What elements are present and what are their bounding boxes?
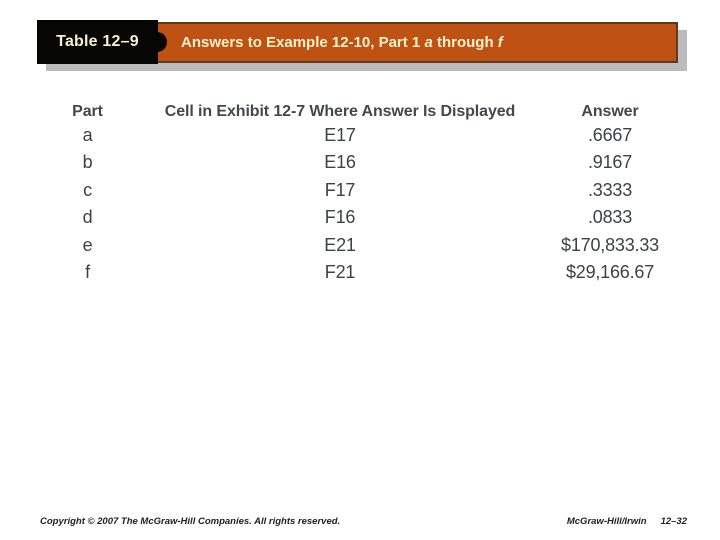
row-e-answer: $170,833.33 <box>561 234 659 255</box>
row-a-part: a <box>82 124 93 145</box>
row-f-cell: F21 <box>324 262 356 283</box>
slide-title-italic-f: f <box>497 34 503 51</box>
table-number-label: Table 12–9 <box>56 33 139 50</box>
slide-title: Answers to Example 12-10, Part 1 a throu… <box>181 22 503 63</box>
row-d-part: d <box>82 207 93 228</box>
row-f-part: f <box>85 262 90 283</box>
row-a-cell: E17 <box>324 124 356 145</box>
column-header-part: Part <box>72 103 103 120</box>
footer-brand-and-page: McGraw-Hill/Irwin 12–32 <box>567 516 687 527</box>
table-number-tag: Table 12–9 <box>37 20 167 64</box>
slide-title-italic-a: a <box>424 34 433 51</box>
answers-table: Part Cell in Exhibit 12-7 Where Answer I… <box>40 94 675 287</box>
column-header-cell: Cell in Exhibit 12-7 Where Answer Is Dis… <box>164 103 516 120</box>
row-c-answer: .3333 <box>587 179 633 200</box>
row-c-cell: F17 <box>324 179 356 200</box>
row-d-answer: .0833 <box>587 207 633 228</box>
row-e-part: e <box>82 234 93 255</box>
column-header-answer: Answer <box>581 103 639 120</box>
page-number: 12–32 <box>660 516 687 527</box>
row-d-cell: F16 <box>324 207 356 228</box>
row-b-cell: E16 <box>324 152 356 173</box>
copyright-notice: Copyright © 2007 The McGraw-Hill Compani… <box>40 516 341 527</box>
row-f-answer: $29,166.67 <box>565 262 655 283</box>
slide-title-text-2: through <box>432 34 498 51</box>
row-b-answer: .9167 <box>587 152 633 173</box>
publisher-brand: McGraw-Hill/Irwin <box>566 516 647 527</box>
slide-title-text: Answers to Example 12-10, Part 1 <box>181 34 425 51</box>
row-b-part: b <box>82 152 93 173</box>
row-c-part: c <box>83 179 92 200</box>
tag-bullet-icon <box>147 32 167 52</box>
row-a-answer: .6667 <box>587 124 633 145</box>
row-e-cell: E21 <box>324 234 356 255</box>
